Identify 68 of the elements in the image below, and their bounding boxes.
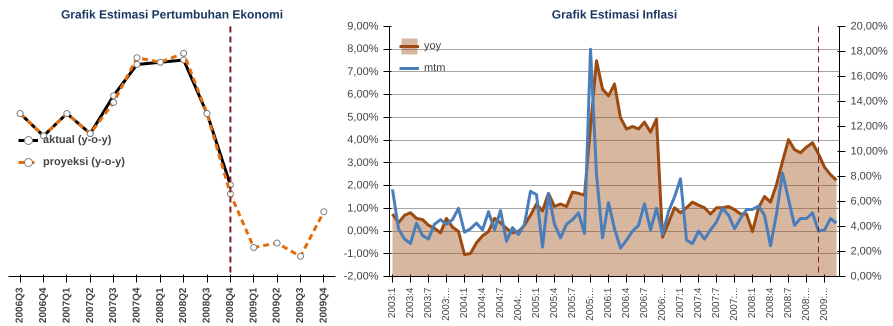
y-tick-label: 7,00% <box>347 66 379 78</box>
x-tick-label: 2003:1 <box>387 287 398 318</box>
x-tick-label: 2006Q3 <box>14 287 26 324</box>
y-tick-label: -1,00% <box>344 248 379 260</box>
y2-tick-label: 18,00% <box>850 46 888 58</box>
x-tick-label: 2009Q2 <box>272 287 283 324</box>
y2-tick-label: 20,00% <box>850 20 888 32</box>
y2-tick-label: 10,00% <box>850 146 888 158</box>
y2-tick-label: 16,00% <box>850 70 888 82</box>
x-tick-label: 2003:... <box>441 288 452 321</box>
y-tick-label: 2,00% <box>347 180 379 192</box>
y2-tick-label: 14,00% <box>850 96 888 108</box>
y2-tick-label: 6,00% <box>850 196 882 208</box>
legend-label: mtm <box>424 62 446 74</box>
x-tick-label: 2003:4 <box>405 287 416 318</box>
x-tick-label: 2008:7 <box>783 287 794 318</box>
x-tick-label: 2004:4 <box>477 287 488 318</box>
x-tick-label: 2003:7 <box>423 287 434 318</box>
x-tick-label: 2006:7 <box>639 287 650 318</box>
x-tick-label: 2005:... <box>585 288 596 321</box>
y-tick-label: 1,00% <box>347 202 379 214</box>
x-tick-label: 2005:1 <box>531 287 542 318</box>
x-tick-label: 2007Q1 <box>61 287 72 324</box>
y-tick-label: 5,00% <box>347 111 379 124</box>
x-tick-label: 2009:... <box>819 288 830 321</box>
y2-tick-label: 4,00% <box>850 220 882 232</box>
x-tick-label: 2007Q2 <box>84 287 96 324</box>
legend-label: yoy <box>424 40 442 52</box>
x-tick-label: 2004:... <box>513 288 524 321</box>
y-tick-label: -2,00% <box>344 270 379 282</box>
y-tick-label: 9,00% <box>347 20 379 32</box>
y-tick-label: 0,00% <box>347 225 379 238</box>
x-tick-label: 2006:1 <box>603 287 614 318</box>
y-tick-label: 3,00% <box>347 156 379 169</box>
x-tick-label: 2006:... <box>657 288 668 321</box>
x-tick-label: 2007Q3 <box>108 287 120 324</box>
y2-tick-label: 0,00% <box>850 270 882 282</box>
y-tick-label: 4,00% <box>347 134 379 146</box>
x-tick-label: 2004:7 <box>495 287 506 318</box>
x-tick-label: 2007:4 <box>693 287 704 318</box>
x-tick-label: 2007:... <box>729 288 740 321</box>
y-tick-label: 8,00% <box>347 43 379 56</box>
y-tick-label: 6,00% <box>347 88 379 101</box>
x-tick-label: 2008Q3 <box>202 287 213 324</box>
x-tick-label: 2009Q4 <box>318 287 330 324</box>
x-tick-label: 2007Q4 <box>131 287 142 324</box>
chart-title: Grafik Estimasi Inflasi <box>552 8 678 22</box>
x-tick-label: 2008:4 <box>765 287 776 318</box>
chart-title: Grafik Estimasi Pertumbuhan Ekonomi <box>60 8 284 22</box>
x-tick-label: 2006:4 <box>621 287 632 318</box>
x-tick-label: 2009Q3 <box>294 287 306 324</box>
x-tick-label: 2009Q1 <box>248 287 260 324</box>
x-tick-label: 2008Q4 <box>224 287 236 324</box>
y2-tick-label: 12,00% <box>850 120 888 132</box>
x-tick-label: 2008Q2 <box>178 287 190 324</box>
x-tick-label: 2004:1 <box>459 287 470 318</box>
x-tick-label: 2008Q1 <box>154 287 166 324</box>
y2-tick-label: 2,00% <box>850 246 882 258</box>
x-tick-label: 2008:1 <box>747 287 758 318</box>
x-tick-label: 2005:7 <box>567 287 578 318</box>
x-tick-label: 2007:1 <box>675 287 686 318</box>
legend-label: aktual (y-o-y) <box>43 134 112 146</box>
y2-tick-label: 8,00% <box>850 170 882 182</box>
x-tick-label: 2005:4 <box>549 287 560 318</box>
x-tick-label: 2006Q4 <box>38 287 50 324</box>
x-tick-label: 2008:... <box>801 288 812 321</box>
x-tick-label: 2007:7 <box>711 287 722 318</box>
legend-label: proyeksi (y-o-y) <box>43 156 125 168</box>
